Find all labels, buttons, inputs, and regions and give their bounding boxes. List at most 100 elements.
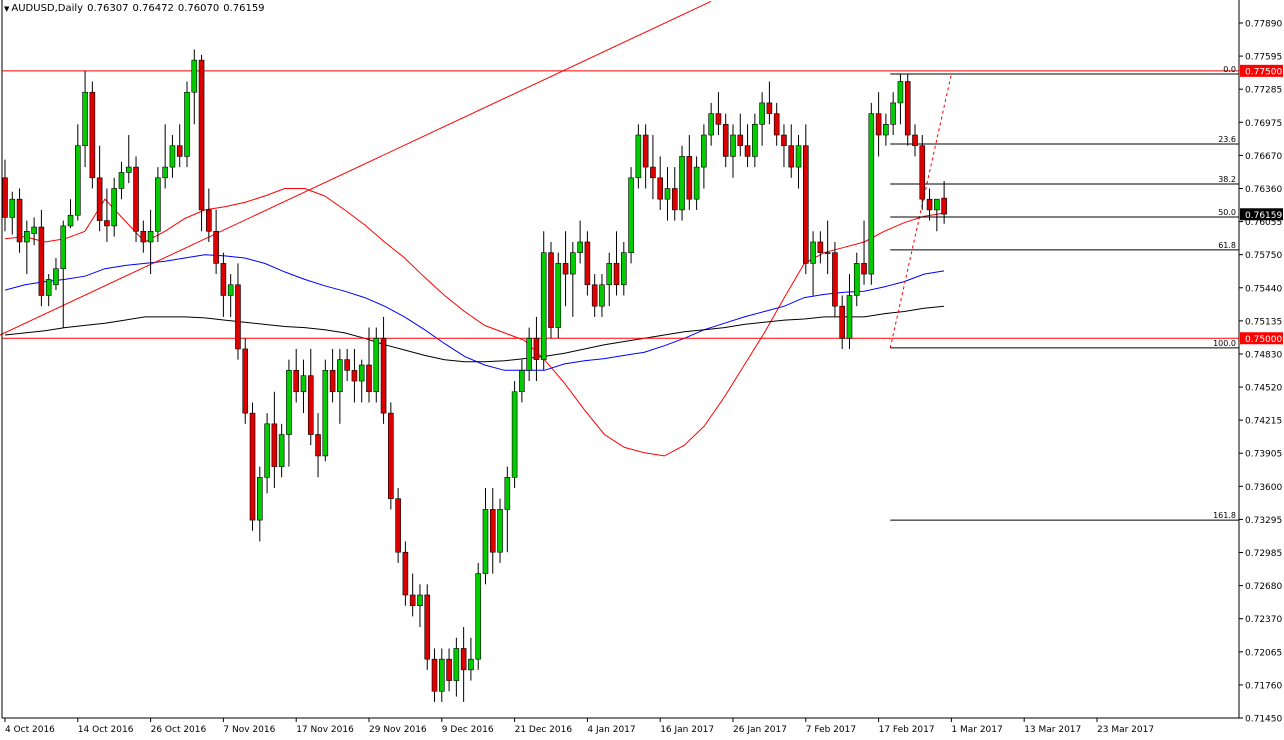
dropdown-triangle-icon[interactable]: ▼	[4, 5, 10, 13]
x-tick-label: 21 Dec 2016	[515, 725, 573, 735]
bull-candle	[60, 225, 67, 270]
x-tick-label: 29 Nov 2016	[369, 725, 427, 735]
y-tick-label: 0.76055	[1245, 218, 1282, 228]
x-tick-label: 1 Mar 2017	[951, 725, 1002, 735]
bull-candle	[417, 594, 423, 606]
bull-candle	[606, 263, 613, 286]
bull-candle	[256, 477, 263, 521]
bull-candle	[155, 177, 161, 232]
bull-candle	[701, 134, 707, 168]
bull-candle	[125, 166, 132, 173]
bear-candle	[650, 166, 656, 179]
bull-candle	[540, 252, 547, 360]
bear-candle	[875, 113, 882, 136]
bear-candle	[293, 370, 300, 393]
bear-candle	[2, 177, 8, 218]
bull-candle	[810, 241, 816, 264]
bear-candle	[351, 370, 358, 382]
bull-candle	[752, 124, 758, 157]
bull-candle	[570, 252, 576, 275]
bear-candle	[140, 230, 147, 243]
bear-candle	[773, 113, 780, 136]
fib-level-label: 161.8	[1213, 511, 1236, 520]
bull-candle	[9, 198, 16, 218]
bull-candle	[45, 279, 52, 296]
bear-candle	[104, 220, 110, 227]
y-tick-label: 0.77595	[1245, 53, 1282, 63]
bear-candle	[206, 209, 212, 232]
bull-candle	[730, 134, 736, 157]
y-tick-label: 0.77890	[1245, 20, 1282, 30]
y-tick-label: 0.76670	[1245, 152, 1282, 162]
bear-candle	[533, 337, 540, 360]
x-tick-label: 13 Mar 2017	[1024, 725, 1081, 735]
bear-candle	[307, 375, 314, 435]
bull-candle	[679, 156, 685, 211]
y-tick-label: 0.73905	[1245, 450, 1282, 460]
bull-candle	[504, 477, 511, 510]
bull-candle	[759, 102, 765, 125]
bear-candle	[642, 134, 649, 168]
bull-candle	[883, 124, 889, 136]
bull-candle	[82, 91, 88, 147]
y-tick-label: 0.74520	[1245, 384, 1282, 394]
moving-averages	[4, 188, 945, 457]
bull-candle	[300, 375, 307, 393]
y-tick-label: 0.71760	[1245, 681, 1282, 691]
high-price: 0.76472	[132, 3, 174, 14]
bull-candle	[286, 370, 292, 435]
bull-candle	[497, 509, 503, 553]
bear-candle	[176, 145, 183, 157]
bull-candle	[635, 134, 642, 179]
bear-candle	[409, 594, 416, 606]
bear-candle	[839, 305, 846, 339]
price-tag	[1240, 64, 1283, 77]
bear-candle	[446, 658, 452, 681]
fib-level-label: 100.0	[1213, 339, 1236, 348]
bull-candle	[890, 102, 896, 125]
x-tick-label: 16 Jan 2017	[660, 725, 714, 735]
bear-candle	[781, 134, 787, 147]
bull-candle	[162, 166, 168, 179]
y-tick-label: 0.74215	[1245, 417, 1282, 427]
chart-header: ▼ AUDUSD,Daily 0.76307 0.76472 0.76070 0.7615…	[4, 3, 269, 14]
bull-candle	[337, 359, 343, 393]
bear-candle	[715, 113, 722, 125]
price-tag	[1240, 332, 1283, 345]
bull-candle	[184, 91, 190, 157]
bear-candle	[395, 498, 401, 553]
bull-candle	[438, 658, 445, 692]
x-tick-label: 9 Dec 2016	[442, 725, 494, 735]
y-tick-label: 0.77285	[1245, 86, 1282, 96]
y-tick-label: 0.72065	[1245, 648, 1282, 658]
close-price: 0.76159	[223, 3, 265, 14]
bear-candle	[591, 284, 598, 307]
fibonacci-retracement: 0.0 23.6 38.2 50.0 61.8 100.0 161.8	[889, 65, 1239, 521]
bear-candle	[722, 124, 729, 157]
bull-candle	[67, 214, 74, 227]
bear-candle	[657, 177, 664, 200]
bull-candle	[75, 145, 81, 216]
bear-candle	[904, 81, 911, 136]
fib-level-label: 38.2	[1218, 175, 1236, 184]
bull-candle	[599, 284, 605, 307]
bull-candle	[526, 337, 532, 371]
bear-candle	[96, 177, 103, 221]
bear-candle	[431, 658, 438, 692]
bear-candle	[926, 198, 933, 211]
y-tick-label: 0.71450	[1245, 715, 1282, 725]
price-tag-label: 0.76159	[1245, 211, 1282, 221]
bull-candle	[577, 241, 583, 253]
fib-level-label: 50.0	[1218, 208, 1236, 217]
bull-candle	[824, 252, 831, 254]
bull-candle	[519, 370, 525, 393]
fib-level-label: 0.0	[1223, 65, 1236, 74]
bear-candle	[584, 241, 591, 286]
bear-candle	[38, 226, 45, 296]
fib-level-label: 61.8	[1218, 241, 1236, 250]
bull-candle	[147, 230, 154, 243]
bull-candle	[264, 423, 270, 478]
